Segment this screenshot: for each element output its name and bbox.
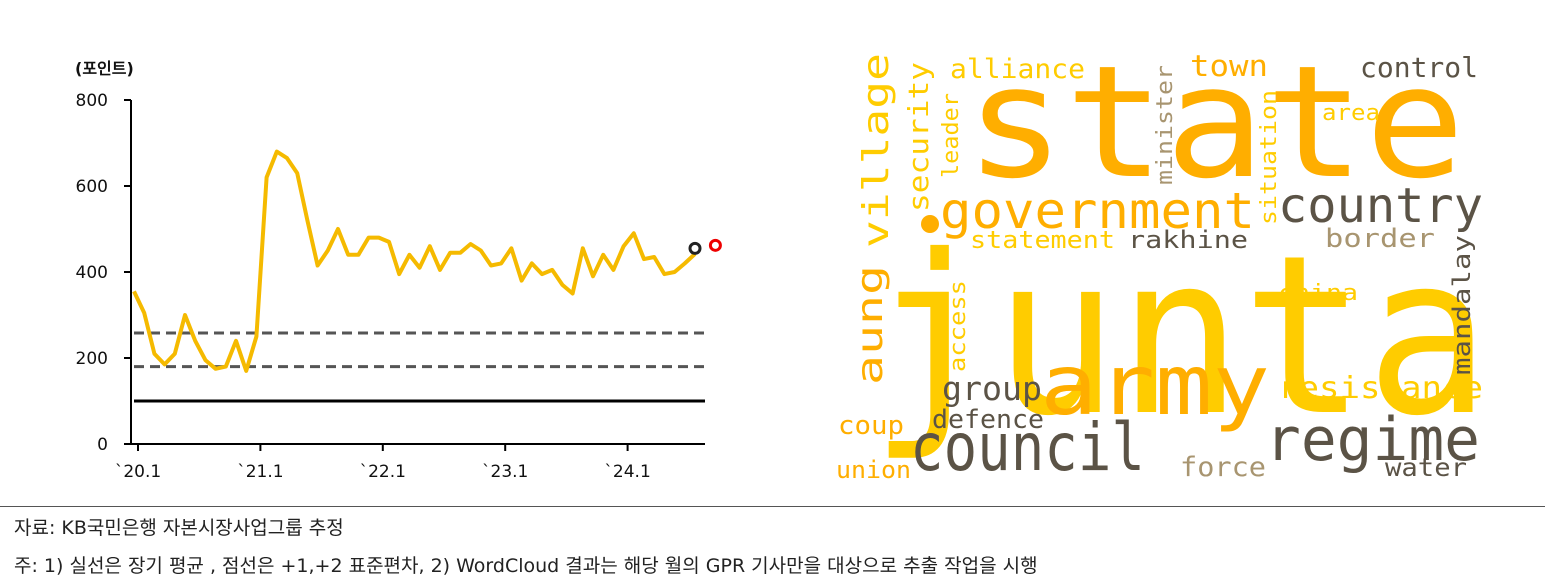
word-water: water bbox=[1385, 453, 1467, 482]
x-tick-label: `21.1 bbox=[237, 462, 283, 482]
y-tick-label: 600 bbox=[76, 177, 108, 197]
word-aung: aung bbox=[850, 265, 891, 385]
word-border: border bbox=[1325, 224, 1435, 254]
y-tick-label: 200 bbox=[76, 349, 108, 369]
word-situation: situation bbox=[1257, 90, 1282, 225]
word-mandalay: mandalay bbox=[1448, 235, 1476, 375]
word-alliance: alliance bbox=[950, 54, 1085, 85]
gpr-index-series-line bbox=[132, 149, 697, 373]
y-tick-label: 400 bbox=[76, 263, 108, 283]
word-army: army bbox=[1040, 336, 1270, 434]
source-note: 자료: KB국민은행 자본시장사업그룹 추정 bbox=[14, 517, 344, 539]
y-axis-unit-label: (포인트) bbox=[75, 59, 134, 78]
word-union: union bbox=[836, 456, 911, 484]
word-control: control bbox=[1360, 51, 1478, 84]
word-resistance: resistance bbox=[1278, 371, 1483, 406]
word-government: government bbox=[940, 182, 1255, 240]
word-force: force bbox=[1180, 452, 1266, 483]
word-minister: minister bbox=[1153, 65, 1178, 185]
gpr-line-chart: 0 200 400 600 800 (포인트) `20.1 `21.1 `22.1 `23.1 `2… bbox=[75, 59, 722, 482]
word-defence: defence bbox=[932, 405, 1044, 435]
word-group: group bbox=[942, 369, 1042, 408]
x-tick-label: `23.1 bbox=[482, 462, 528, 482]
word-country: country bbox=[1278, 178, 1483, 234]
x-tick-label: `20.1 bbox=[115, 462, 161, 482]
forecast-point-marker bbox=[708, 238, 722, 252]
figure-canvas: 0 200 400 600 800 (포인트) `20.1 `21.1 `22.1 `23.1 `2… bbox=[75, 32, 1490, 486]
word-statement: statement bbox=[970, 226, 1115, 254]
word-regime: regime bbox=[1265, 405, 1480, 475]
word-village: village bbox=[856, 53, 897, 248]
latest-point-marker bbox=[688, 241, 702, 255]
word-council: council bbox=[910, 409, 1145, 486]
word-state: state bbox=[965, 32, 1465, 213]
word-china: china bbox=[1278, 281, 1358, 306]
footnote-divider bbox=[0, 506, 1545, 507]
y-tick-label: 800 bbox=[76, 91, 108, 111]
y-tick-label: 0 bbox=[97, 435, 108, 455]
word-town: town bbox=[1190, 49, 1268, 83]
word-rakhine: rakhine bbox=[1128, 226, 1248, 254]
word-security: security bbox=[902, 62, 935, 212]
word-junta: junta bbox=[870, 208, 1490, 464]
word-area: area bbox=[1322, 101, 1380, 126]
word-coup: coup bbox=[838, 411, 904, 441]
x-tick-label: `22.1 bbox=[360, 462, 406, 482]
word-access: access bbox=[946, 280, 971, 372]
chart-note: 주: 1) 실선은 장기 평균 , 점선은 +1,+2 표준편차, 2) Wor… bbox=[14, 555, 1038, 577]
word-cloud-dot bbox=[921, 215, 939, 233]
word-leader: leader bbox=[939, 93, 964, 178]
x-tick-label: `24.1 bbox=[604, 462, 650, 482]
